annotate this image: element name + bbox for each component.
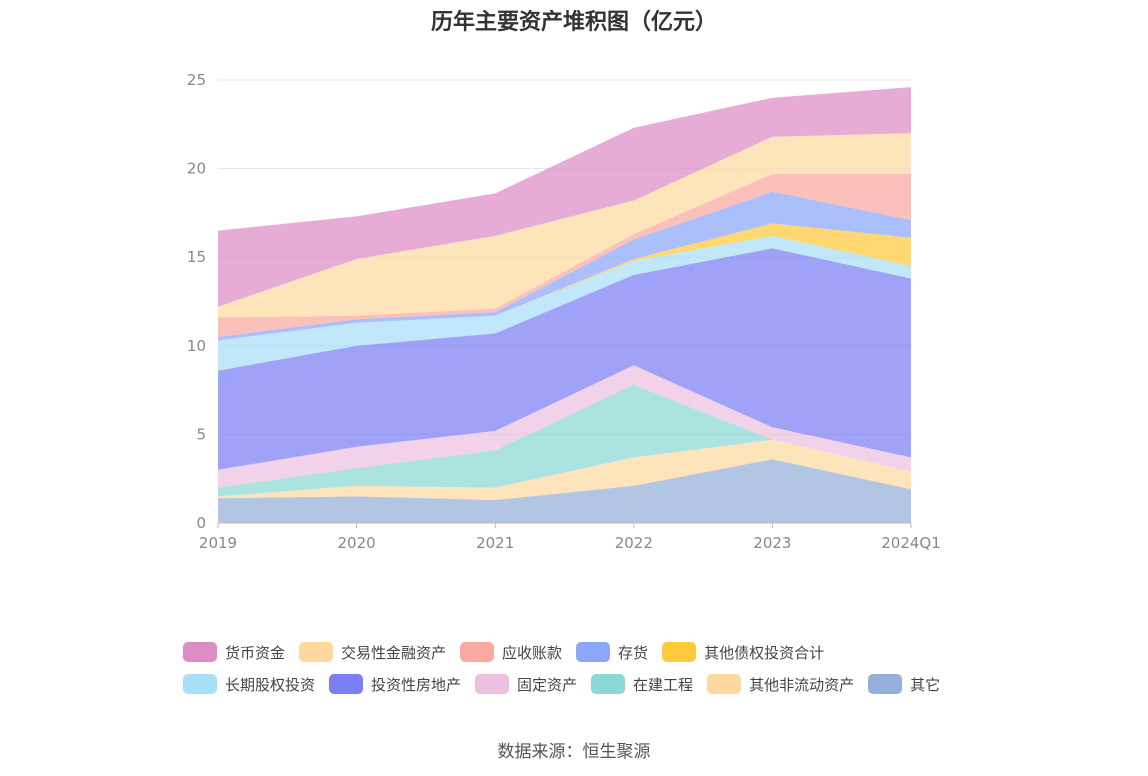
legend-swatch	[591, 674, 626, 694]
legend-swatch	[475, 674, 510, 694]
y-tick-label: 15	[187, 248, 206, 266]
area-series	[218, 173, 911, 337]
legend-label: 投资性房地产	[371, 675, 462, 694]
legend-swatch	[662, 642, 697, 662]
area-series-group	[218, 87, 911, 523]
area-series	[218, 439, 911, 500]
x-tick-label: 2022	[615, 534, 653, 552]
legend-swatch	[576, 642, 611, 662]
legend-label: 应收账款	[502, 643, 563, 662]
legend-label: 其它	[910, 675, 941, 694]
legend-row: 货币资金 交易性金融资产 应收账款 存货 其他债权投资合计	[183, 640, 983, 664]
chart-title: 历年主要资产堆积图（亿元）	[430, 10, 717, 35]
area-series	[218, 384, 911, 497]
legend-label: 交易性金融资产	[341, 643, 447, 662]
legend-swatch	[183, 674, 217, 694]
legend-item[interactable]: 存货	[576, 642, 648, 663]
y-tick-label: 10	[187, 337, 206, 355]
x-tick-label: 2020	[338, 534, 376, 552]
legend-label: 长期股权投资	[225, 675, 316, 694]
legend-item[interactable]: 交易性金融资产	[299, 642, 446, 663]
area-series	[218, 87, 911, 307]
legend-swatch	[329, 674, 364, 694]
area-series	[218, 223, 911, 341]
area-series	[218, 235, 911, 371]
legend-item[interactable]: 应收账款	[460, 642, 562, 663]
legend-swatch	[299, 642, 334, 662]
x-tick-label: 2024Q1	[881, 534, 941, 552]
area-series	[218, 365, 911, 488]
x-tick-label: 2023	[753, 534, 791, 552]
legend-swatch	[460, 642, 495, 662]
y-tick-label: 20	[187, 160, 206, 178]
legend-item[interactable]: 货币资金	[183, 642, 285, 663]
source-note: 数据来源：恒生聚源	[497, 742, 651, 762]
legend-label: 其他债权投资合计	[704, 643, 825, 662]
legend-item[interactable]: 其他债权投资合计	[662, 642, 824, 663]
y-tick-label: 25	[187, 71, 206, 89]
axes: 0 5 10 15 20 25 2019 2020 2021 2022 2023 2024Q1	[187, 71, 941, 552]
legend-label: 货币资金	[225, 643, 286, 662]
area-series	[218, 248, 911, 470]
legend-item[interactable]: 其它	[868, 674, 940, 695]
area-series	[218, 133, 911, 318]
legend-label: 固定资产	[517, 675, 578, 694]
legend-item[interactable]: 在建工程	[591, 674, 693, 695]
legend: 货币资金 交易性金融资产 应收账款 存货 其他债权投资合计 长期股权投资 投资性房地产 固定…	[183, 640, 983, 704]
legend-row: 长期股权投资 投资性房地产 固定资产 在建工程 其他非流动资产 其它	[183, 672, 983, 696]
legend-label: 在建工程	[633, 675, 694, 694]
legend-item[interactable]: 投资性房地产	[329, 674, 461, 695]
legend-swatch	[183, 642, 217, 662]
legend-item[interactable]: 其他非流动资产	[707, 674, 854, 695]
legend-item[interactable]: 长期股权投资	[183, 674, 315, 695]
y-tick-label: 0	[196, 514, 206, 532]
x-tick-label: 2021	[476, 534, 514, 552]
legend-label: 其他非流动资产	[749, 675, 855, 694]
x-tick-label: 2019	[199, 534, 237, 552]
y-tick-label: 5	[196, 425, 206, 443]
legend-item[interactable]: 固定资产	[475, 674, 577, 695]
legend-swatch	[707, 674, 742, 694]
legend-label: 存货	[618, 643, 649, 662]
area-series	[218, 459, 911, 523]
legend-swatch	[868, 674, 903, 694]
area-series	[218, 191, 911, 341]
